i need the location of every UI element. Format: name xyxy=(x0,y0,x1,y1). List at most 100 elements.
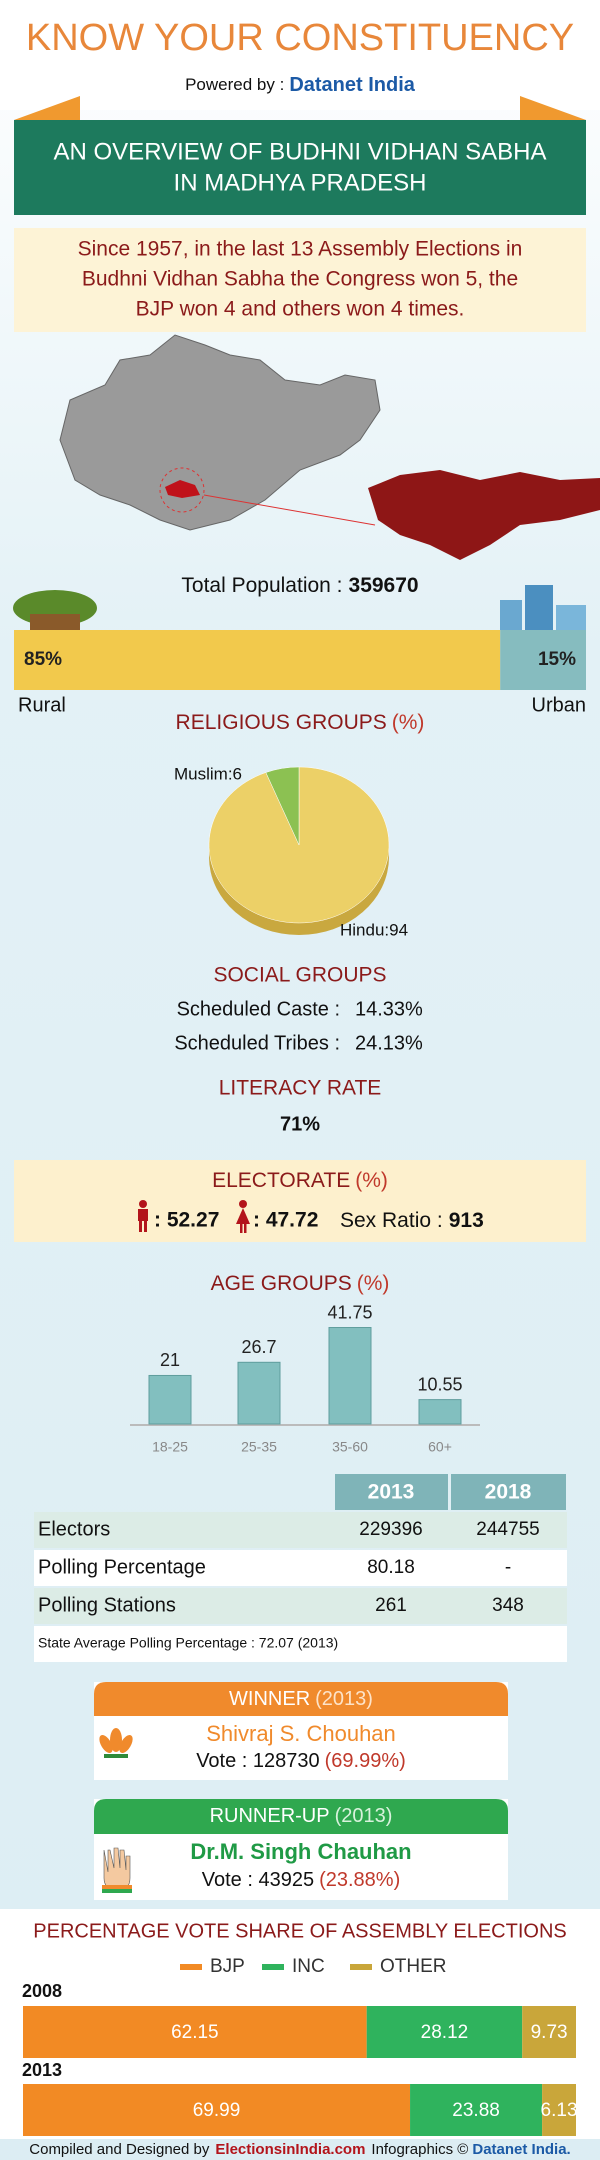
bjp-logo xyxy=(99,1728,133,1758)
chart-title: AGE GROUPS (%) xyxy=(211,1272,390,1295)
table-body: Electors 229396 244755 Polling Percentage 80… xyxy=(38,1518,540,1616)
row-value: 24.13% xyxy=(355,1032,423,1054)
hut xyxy=(30,614,80,630)
credit: Compiled and Designed by xyxy=(29,2141,210,2158)
cell: 80.18 xyxy=(367,1557,415,1578)
vote-segment xyxy=(410,2084,543,2136)
runner-header: RUNNER-UP (2013) xyxy=(210,1805,393,1827)
share-label: 85% xyxy=(24,649,62,670)
year: (2013) xyxy=(335,1805,393,1827)
constituency-map xyxy=(368,470,600,560)
bar xyxy=(328,1327,372,1425)
row-label: Scheduled Tribes : xyxy=(174,1032,340,1054)
row-value: 14.33% xyxy=(355,998,423,1020)
summary-box xyxy=(14,228,586,332)
cell: 261 xyxy=(375,1595,407,1616)
title: RELIGIOUS GROUPS xyxy=(176,711,387,734)
title: AGE GROUPS xyxy=(211,1272,352,1295)
population: Total Population : 359670 xyxy=(181,574,418,597)
chart-title: PERCENTAGE VOTE SHARE OF ASSEMBLY ELECTI… xyxy=(33,1920,566,1942)
legend-label: OTHER xyxy=(380,1956,447,1977)
row-label: Polling Percentage xyxy=(38,1556,206,1578)
unit: (%) xyxy=(355,1169,388,1192)
table-header: 2018 xyxy=(485,1481,532,1504)
segment-label: 9.73 xyxy=(531,2022,568,2043)
x-tick-label: 25-35 xyxy=(241,1439,277,1455)
footer-brand: Datanet India. xyxy=(472,2141,570,2158)
pie-label: Hindu:94 xyxy=(340,920,408,939)
pie-slice xyxy=(265,766,300,846)
highlight-circle xyxy=(159,467,205,513)
male-icon xyxy=(138,1200,148,1232)
bar xyxy=(237,1361,281,1425)
share-segment xyxy=(14,630,501,690)
vote: Vote : 43925 xyxy=(202,1869,314,1891)
x-tick-label: 18-25 xyxy=(152,1439,188,1455)
winner-header: WINNER (2013) xyxy=(229,1688,373,1710)
table-row xyxy=(34,1512,567,1548)
segment-label: 69.99 xyxy=(193,2100,241,2121)
banner-line: AN OVERVIEW OF BUDHNI VIDHAN SABHA xyxy=(54,138,547,165)
table-header-cell xyxy=(451,1474,566,1510)
male-share: : 52.27 xyxy=(154,1209,219,1232)
bar-value: 41.75 xyxy=(327,1302,372,1322)
winner-vote: Vote : 128730 (69.99%) xyxy=(196,1750,406,1772)
table-header: 2013 xyxy=(368,1481,415,1504)
literacy-value: 71% xyxy=(280,1113,320,1135)
share-category: Rural xyxy=(18,694,66,716)
corner xyxy=(520,96,586,120)
sex-ratio-label: Sex Ratio : xyxy=(340,1209,443,1232)
population-label: Total Population : xyxy=(181,574,342,597)
vote-segment xyxy=(522,2006,576,2058)
electorate-title: ELECTORATE (%) xyxy=(212,1169,388,1192)
bar-value: 21 xyxy=(160,1350,180,1370)
segment-label: 23.88 xyxy=(452,2100,500,2121)
table-row xyxy=(34,1626,567,1662)
category-label: 2013 xyxy=(22,2060,62,2080)
bar-value: 26.7 xyxy=(241,1337,276,1357)
table-row xyxy=(34,1588,567,1624)
winner-name: Shivraj S. Chouhan xyxy=(206,1721,396,1746)
share-label: 15% xyxy=(538,649,576,670)
x-tick-label: 35-60 xyxy=(332,1439,368,1455)
building xyxy=(525,585,553,630)
bar xyxy=(148,1374,192,1425)
arrow xyxy=(203,494,376,526)
chart-title: RELIGIOUS GROUPS (%) xyxy=(176,711,425,734)
sex-ratio: Sex Ratio : 913 xyxy=(340,1209,484,1232)
year: (2013) xyxy=(315,1688,373,1710)
summary-line: Budhni Vidhan Sabha the Congress won 5, … xyxy=(82,268,518,291)
page-title: KNOW YOUR CONSTITUENCY xyxy=(26,17,574,59)
runner-header-bg xyxy=(94,1799,508,1834)
summary-line: Since 1957, in the last 13 Assembly Elec… xyxy=(78,238,523,261)
winner-header-bg xyxy=(94,1682,508,1716)
state-map xyxy=(59,334,381,531)
table-row xyxy=(34,1550,567,1586)
population-value: 359670 xyxy=(349,574,419,597)
category-label: 2008 xyxy=(22,1981,62,2001)
share-category: Urban xyxy=(532,694,586,716)
table-note: State Average Polling Percentage : 72.07… xyxy=(38,1635,338,1651)
cell: 348 xyxy=(492,1595,524,1616)
inc-logo xyxy=(102,1847,132,1893)
bar xyxy=(418,1399,462,1425)
runner-name: Dr.M. Singh Chauhan xyxy=(190,1839,411,1864)
building xyxy=(556,605,586,630)
row-label: Electors xyxy=(38,1518,110,1540)
section-title: SOCIAL GROUPS xyxy=(213,964,386,987)
row-label: Polling Stations xyxy=(38,1594,176,1616)
table-header-cell xyxy=(335,1474,448,1510)
vote-segment xyxy=(23,2084,411,2136)
female-icon xyxy=(236,1200,250,1233)
section-title: LITERACY RATE xyxy=(219,1077,382,1100)
row-label: Scheduled Caste : xyxy=(177,998,340,1020)
female-share: : 47.72 xyxy=(253,1209,318,1232)
header-bg xyxy=(0,0,600,110)
cell: - xyxy=(505,1557,511,1578)
pie-label: Muslim:6 xyxy=(174,764,242,783)
legend-label: INC xyxy=(292,1956,325,1977)
bar-value: 10.55 xyxy=(417,1374,462,1394)
corner xyxy=(14,96,80,120)
header: RUNNER-UP xyxy=(210,1805,330,1827)
